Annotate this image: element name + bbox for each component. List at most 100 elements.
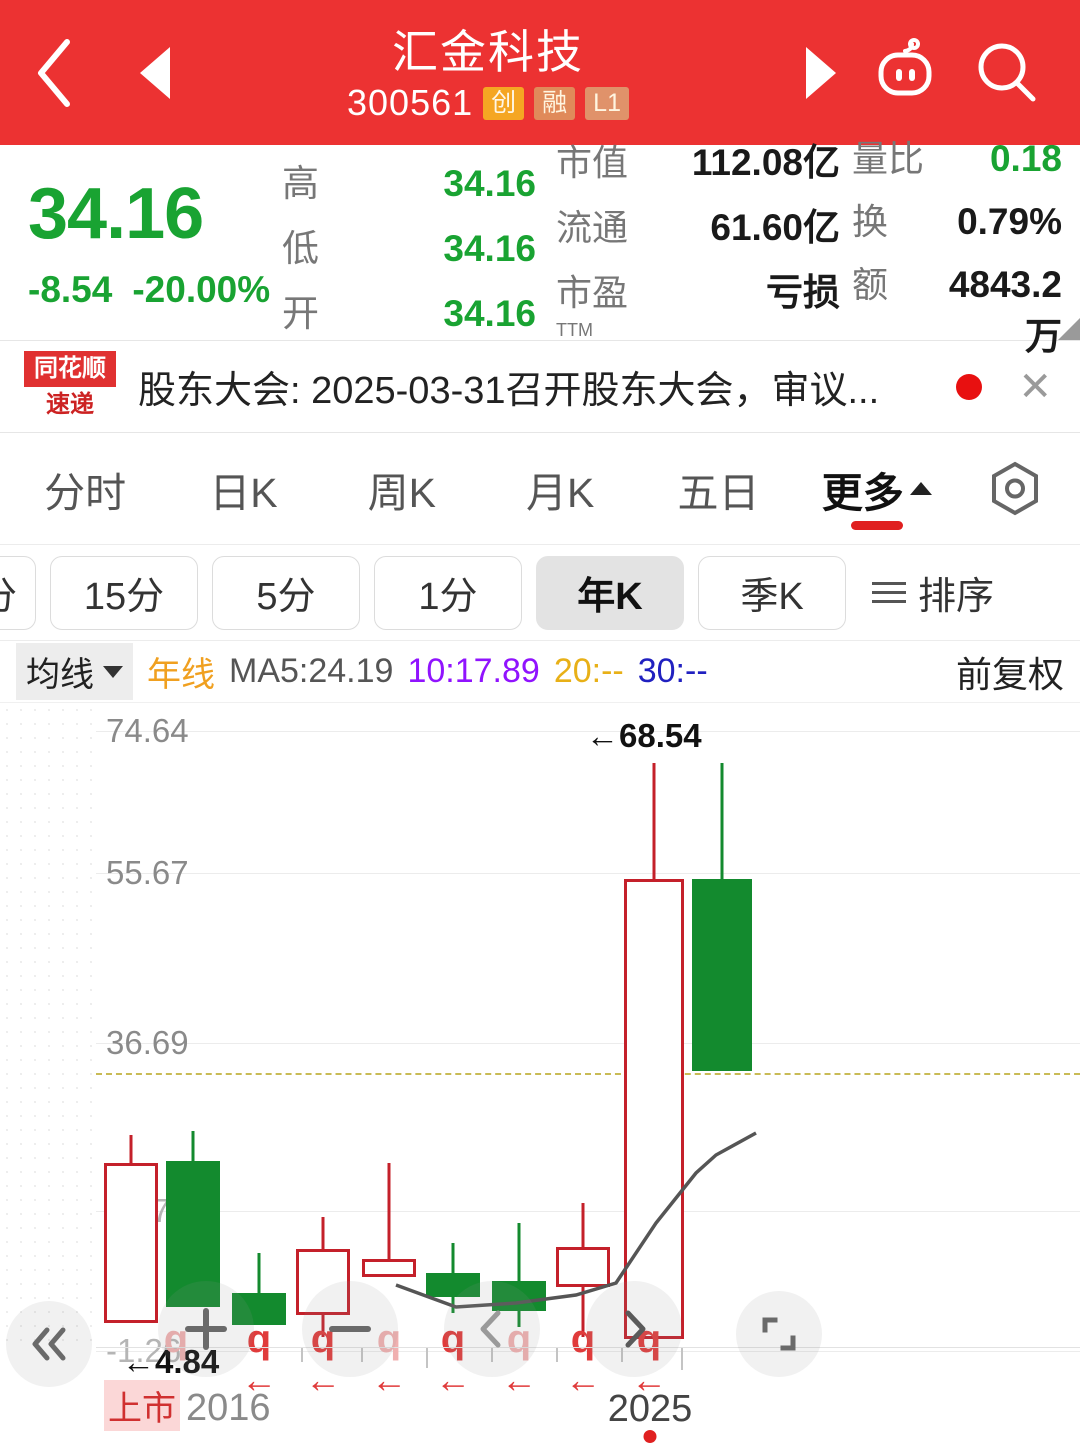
news-close-button[interactable]: ✕ [1018,364,1052,409]
candle-lower-wick [517,1311,521,1327]
q-arrow: ← [565,1359,601,1400]
q-arrow: ← [305,1359,341,1400]
candle-wick [257,1253,261,1313]
chip-5min[interactable]: 5分 [212,555,360,630]
amount-value: 4843.2万 [948,263,1062,357]
candle-2025[interactable] [692,763,752,1075]
axis-tick [681,1348,683,1370]
ma10-value: 10:17.89 [407,652,540,690]
chip-5min-label: 5分 [256,576,316,618]
candle-wick [517,1223,521,1287]
chart-plot-area[interactable]: 74.64 55.67 36.69 17.72 -1.26 ←68.54 ←4.… [96,703,1080,1447]
stock-identity: 汇金科技 300561 创 融 L1 [200,21,776,124]
robot-assistant-button[interactable] [866,34,944,112]
candle-lower-wick [581,1287,585,1337]
high-label: 高 [282,162,319,204]
candle-2019[interactable] [296,1217,350,1341]
chip-yearly-k[interactable]: 年K [536,555,684,630]
q-marker: q [506,1317,532,1361]
candle-2016[interactable] [104,1135,158,1343]
zoom-in-button[interactable] [158,1281,254,1377]
x-year-marker-dot [643,1430,657,1443]
chip-quarterly-k[interactable]: 季K [698,555,846,630]
tab-daily-k[interactable]: 日K [164,433,322,544]
stats-block: 量比 0.18 换 0.79% 额 4843.2万 [840,138,1066,357]
x-axis-labels: 上市 2016 2025 [0,1373,1080,1447]
badge-chuang: 创 [483,86,525,120]
gridline-1 [96,731,1080,732]
tab-weekly-k[interactable]: 周K [323,433,481,544]
marketcap-value: 112.08亿 [691,141,840,183]
price-block: 34.16 -8.54 -20.00% [14,155,282,334]
tab-active-underline [850,521,903,530]
candle-wick [191,1131,195,1161]
marketcap-label: 市值 [556,141,629,183]
float-label: 流通 [556,206,629,248]
double-chevron-left-icon [32,1327,66,1361]
axis-tick [361,1348,363,1362]
chip-1min[interactable]: 1分 [374,555,522,630]
high-annotation: ←68.54 [586,717,702,754]
listed-year: 2016 [186,1387,271,1429]
candle-body [166,1161,220,1307]
expand-corner-icon[interactable] [1058,318,1080,340]
chart-left-texture [0,703,96,1343]
triangle-left-icon [140,46,170,99]
sort-label: 排序 [918,576,995,618]
step-left-button[interactable] [444,1281,540,1377]
listing-label: 上市 2016 [104,1380,271,1431]
tab-monthly-k[interactable]: 月K [481,433,639,544]
chevron-left-icon [480,1310,501,1348]
axis-tick [556,1348,558,1362]
tab-monthly-k-label: 月K [525,469,595,516]
chart-settings-button[interactable] [956,456,1074,522]
volratio-row: 量比 0.18 [840,130,1066,182]
candle-2024[interactable] [624,763,684,1343]
ths-logo-bottom: 速递 [46,390,94,418]
q-marker: q [440,1317,466,1361]
news-banner[interactable]: 同花顺 速递 股东大会: 2025-03-31召开股东大会，审议... ✕ [0,341,1080,433]
fullscreen-button[interactable] [736,1291,822,1377]
axis-tick [426,1348,428,1368]
current-price-line [96,1073,1080,1075]
back-button[interactable] [0,0,110,145]
candle-body [362,1259,416,1277]
search-button[interactable] [968,34,1046,112]
candle-lower-wick [321,1313,325,1337]
candle-wick [581,1203,585,1247]
candlestick-chart[interactable]: 74.64 55.67 36.69 17.72 -1.26 ←68.54 ←4.… [0,703,1080,1447]
chip-15min[interactable]: 15分 [50,555,198,630]
candle-body [232,1293,286,1325]
pe-value: 亏损 [766,271,840,313]
quote-panel: 34.16 -8.54 -20.00% 高 34.16 低 34.16 开 34… [0,138,1080,357]
chip-minute-cut[interactable]: 分 [0,555,36,630]
candle-2017[interactable] [166,1131,220,1333]
candle-2018[interactable] [232,1243,286,1333]
sort-button[interactable]: 排序 [860,565,994,620]
float-row: 流通 61.60亿 [542,197,840,251]
news-unread-dot [956,373,983,400]
chevron-left-icon [38,38,70,107]
gridline-5 [96,1351,1080,1352]
pe-row: 市盈TTM 亏损 [542,262,840,358]
news-text[interactable]: 股东大会: 2025-03-31召开股东大会，审议... [138,370,880,412]
q-arrow: ← [371,1359,407,1400]
ma-selector[interactable]: 均线 [16,643,133,700]
volratio-value: 0.18 [989,137,1062,179]
marketcap-row: 市值 112.08亿 [542,132,840,186]
ma-indicator-row: 均线 年线 MA5:24.19 10:17.89 20:-- 30:-- 前复权 [0,641,1080,703]
tab-fenshi[interactable]: 分时 [6,433,164,544]
page-left-button[interactable] [6,1301,92,1387]
tab-more[interactable]: 更多 [798,433,956,544]
step-right-button[interactable] [586,1281,682,1377]
next-stock-button[interactable] [776,0,866,145]
tab-five-day[interactable]: 五日 [639,433,797,544]
prev-stock-button[interactable] [110,0,200,145]
ma30-value: 30:-- [637,652,708,690]
y-label-5: -1.26 [106,1332,182,1369]
adjust-mode-label[interactable]: 前复权 [955,653,1064,695]
candle-wick [652,763,656,883]
turnover-label: 换 [852,200,889,242]
zoom-out-button[interactable] [302,1281,398,1377]
y-label-1: 74.64 [106,712,189,749]
